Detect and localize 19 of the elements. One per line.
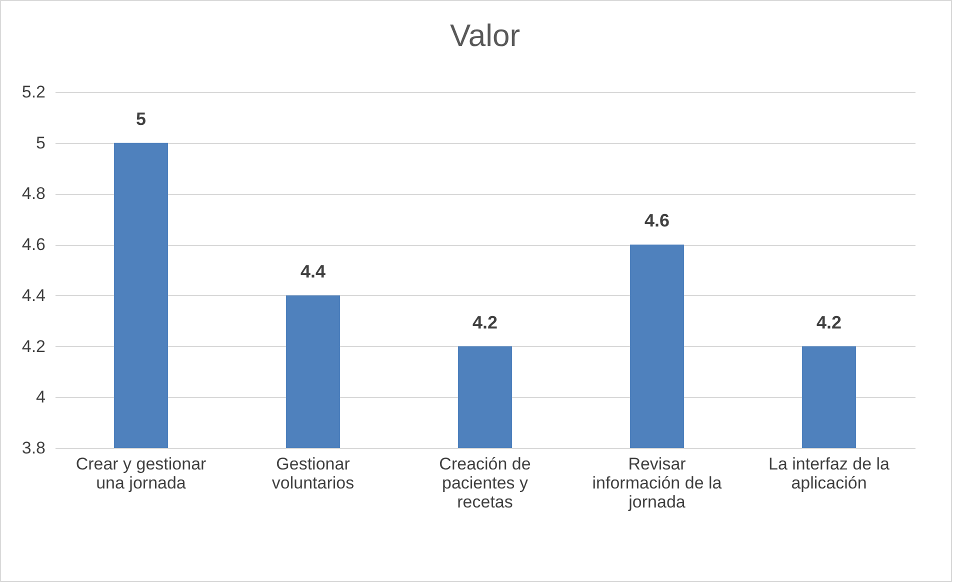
y-tick-label: 5.2: [22, 82, 46, 102]
x-tick-label: Crear y gestionar una jornada: [76, 454, 207, 492]
y-tick-label: 4: [36, 388, 46, 407]
data-label: 4.4: [300, 261, 326, 282]
x-tick-label: Gestionar voluntarios: [272, 454, 354, 492]
x-tick-label: Revisar información de la jornada: [592, 454, 722, 512]
y-tick-label: 4.6: [22, 235, 46, 254]
x-tick-label: La interfaz de la aplicación: [768, 454, 890, 492]
chart-title: Valor: [450, 18, 520, 53]
data-label: 4.6: [644, 210, 670, 231]
data-label: 4.2: [472, 312, 498, 332]
y-tick-label: 5: [36, 133, 46, 152]
data-label: 5: [136, 108, 146, 129]
y-tick-label: 4.8: [22, 184, 46, 204]
y-tick-label: 4.4: [22, 286, 46, 305]
y-tick-label: 4.2: [22, 336, 46, 356]
x-tick-label: Creación de pacientes y recetas: [439, 454, 531, 512]
y-tick-label: 3.8: [22, 438, 46, 458]
data-label: 4.2: [816, 312, 842, 332]
